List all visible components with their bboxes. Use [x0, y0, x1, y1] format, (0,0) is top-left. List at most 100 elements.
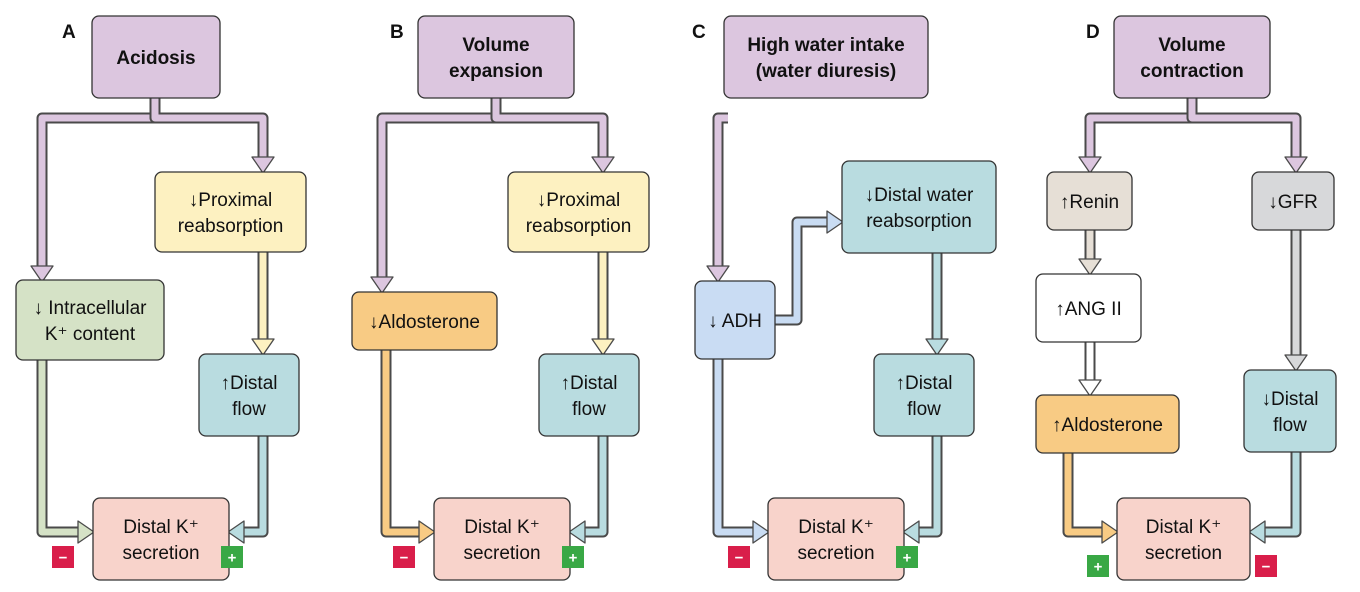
panel-a-flow-box-line-2: flow	[232, 399, 266, 420]
panel-d-secretion-box-line-1: Distal K⁺	[1146, 517, 1222, 538]
panel-b-aldosterone-box-line-1: ↓Aldosterone	[369, 312, 480, 333]
panel-b-arrow-5	[568, 436, 609, 544]
panel-c-right-sign: +	[896, 546, 918, 568]
panel-a-arrow-2	[149, 98, 275, 174]
panel-a-secretion-box: Distal K⁺ secretion	[92, 497, 230, 581]
panel-c-arrow-5	[902, 436, 943, 544]
panel-d-stimulus-box: Volume contraction	[1113, 15, 1271, 99]
panel-d-aldosterone-box-line-1: ↑Aldosterone	[1052, 415, 1163, 436]
panel-b-arrow-1	[370, 98, 502, 294]
arrow-layer	[30, 98, 1308, 544]
panel-a-right-sign: +	[221, 546, 243, 568]
panel-d-arrow-3	[1078, 230, 1102, 276]
panel-a-flow-box: ↑Distal flow	[198, 353, 300, 437]
panel-d-ang-box: ↑ANG II	[1035, 273, 1142, 343]
panel-b-secretion-box-line-1: Distal K⁺	[464, 517, 540, 538]
panel-b-arrow-2	[490, 98, 615, 174]
panel-a-intracellular-box-line-2: K⁺ content	[45, 324, 136, 345]
panel-a-right-sign-symbol: +	[228, 550, 237, 567]
panel-c-stimulus-box-line-1: High water intake	[747, 35, 904, 56]
panel-a-left-sign: −	[52, 546, 74, 568]
panel-a-intracellular-box-line-1: ↓ Intracellular	[34, 298, 148, 319]
panel-b-stimulus-box: Volume expansion	[417, 15, 575, 99]
panel-d-arrow-5	[1284, 230, 1308, 372]
panel-a-arrow-1	[30, 98, 161, 283]
panel-d-arrow-1	[1078, 98, 1198, 174]
panel-c-left-sign-symbol: −	[735, 550, 744, 567]
panel-a-proximal-box: ↓Proximal reabsorption	[154, 171, 307, 253]
panel-a-arrow-3	[251, 252, 275, 356]
panel-d-flow-box-line-2: flow	[1273, 415, 1307, 436]
panel-a-stimulus-box-line-1: Acidosis	[116, 48, 195, 69]
panel-a-stimulus-box: Acidosis	[91, 15, 221, 99]
panel-b-stimulus-box-line-1: Volume	[462, 35, 529, 56]
panel-c-flow-box: ↑Distal flow	[873, 353, 975, 437]
panel-a-letter: A	[62, 22, 76, 43]
panel-c-letter: C	[692, 22, 706, 43]
panel-d-gfr-box-line-1: ↓GFR	[1268, 192, 1318, 213]
panel-b-flow-box-line-2: flow	[572, 399, 606, 420]
panel-b-right-sign-symbol: +	[569, 550, 578, 567]
panel-b-proximal-box: ↓Proximal reabsorption	[507, 171, 650, 253]
panel-c-arrow-2	[775, 210, 844, 326]
panel-b-aldosterone-box: ↓Aldosterone	[351, 291, 498, 351]
panel-d-arrow-7	[1248, 452, 1302, 544]
panel-c-adh-box: ↓ ADH	[694, 280, 776, 360]
panel-d-stimulus-box-line-1: Volume	[1158, 35, 1225, 56]
panel-d-arrow-2	[1186, 98, 1308, 174]
panel-a-secretion-box-line-2: secretion	[122, 543, 199, 564]
panel-d-left-sign: +	[1087, 555, 1109, 577]
panel-c-arrow-4	[712, 359, 770, 544]
panel-c-stimulus-box: High water intake (water diuresis)	[723, 15, 929, 99]
panel-d-renin-box-line-1: ↑Renin	[1060, 192, 1119, 213]
panel-c-distal-water-box: ↓Distal water reabsorption	[841, 160, 997, 254]
label-layer: A − + B − + C − + D + −	[52, 22, 1277, 577]
panel-a-secretion-box-line-1: Distal K⁺	[123, 517, 199, 538]
panel-b-flow-box: ↑Distal flow	[538, 353, 640, 437]
panel-c-stimulus-box-line-2: (water diuresis)	[756, 61, 896, 82]
panel-d-secretion-box-line-2: secretion	[1145, 543, 1222, 564]
panel-d-left-sign-symbol: +	[1094, 559, 1103, 576]
panel-b-secretion-box-line-2: secretion	[463, 543, 540, 564]
panel-c-flow-box-line-1: ↑Distal	[895, 373, 952, 394]
panel-b-left-sign: −	[393, 546, 415, 568]
panel-b-proximal-box-line-1: ↓Proximal	[537, 190, 620, 211]
panel-c-arrow-3	[925, 253, 949, 356]
panel-a-flow-box-line-1: ↑Distal	[220, 373, 277, 394]
panel-a-proximal-box-line-2: reabsorption	[178, 216, 284, 237]
panel-d-letter: D	[1086, 22, 1100, 43]
panel-d-flow-box-line-1: ↓Distal	[1261, 389, 1318, 410]
panel-c-adh-box-line-1: ↓ ADH	[708, 311, 762, 332]
panel-c-flow-box-line-2: flow	[907, 399, 941, 420]
panel-b-secretion-box: Distal K⁺ secretion	[433, 497, 571, 581]
panel-c-left-sign: −	[728, 546, 750, 568]
panel-a-intracellular-box: ↓ Intracellular K⁺ content	[15, 279, 165, 361]
panel-b-letter: B	[390, 22, 404, 43]
panel-d-aldosterone-box: ↑Aldosterone	[1035, 394, 1180, 454]
panel-b-flow-box-line-1: ↑Distal	[560, 373, 617, 394]
panel-d-renin-box: ↑Renin	[1046, 171, 1133, 231]
panel-d-right-sign-symbol: −	[1262, 559, 1271, 576]
panel-c-arrow-1	[706, 112, 730, 283]
panel-a-left-sign-symbol: −	[59, 550, 68, 567]
panel-c-secretion-box-line-2: secretion	[797, 543, 874, 564]
panel-c-distal-water-box-line-2: reabsorption	[866, 211, 972, 232]
panel-b-right-sign: +	[562, 546, 584, 568]
panel-b-left-sign-symbol: −	[400, 550, 409, 567]
panel-d-arrow-6	[1062, 453, 1119, 544]
panel-c-right-sign-symbol: +	[903, 550, 912, 567]
panel-a-arrow-4	[36, 360, 95, 544]
panel-b-arrow-4	[380, 350, 436, 544]
panel-d-ang-box-line-1: ↑ANG II	[1055, 299, 1122, 320]
panel-d-gfr-box: ↓GFR	[1251, 171, 1335, 231]
panel-b-stimulus-box-line-2: expansion	[449, 61, 543, 82]
panel-a-proximal-box-line-1: ↓Proximal	[189, 190, 272, 211]
panel-d-arrow-4	[1078, 342, 1102, 397]
panel-b-arrow-3	[591, 252, 615, 356]
panel-c-distal-water-box-line-1: ↓Distal water	[865, 185, 974, 206]
panel-d-flow-box: ↓Distal flow	[1243, 369, 1337, 453]
panel-a-arrow-5	[227, 436, 269, 544]
panel-b-proximal-box-line-2: reabsorption	[526, 216, 632, 237]
box-layer: Acidosis ↓Proximal reabsorption ↓ Intracell…	[15, 15, 1337, 581]
